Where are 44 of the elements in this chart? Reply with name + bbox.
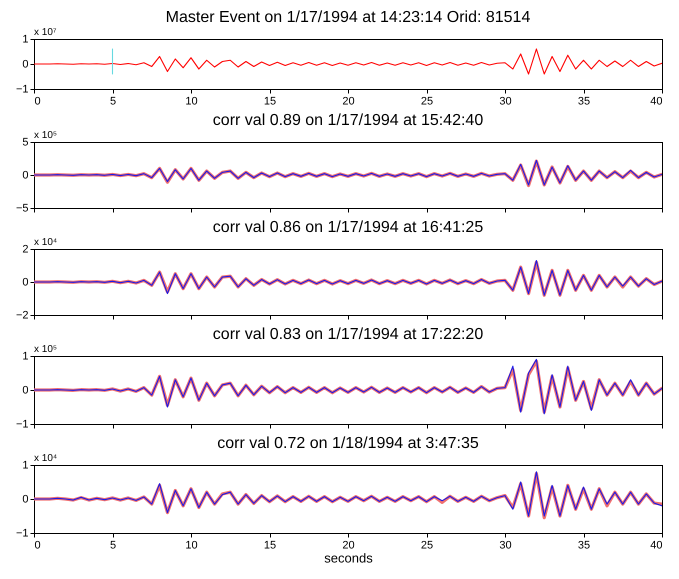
x-tick-label: 0 <box>34 540 41 552</box>
x-tick-label: 30 <box>499 96 512 108</box>
y-tick-label: −1 <box>16 528 28 540</box>
x-tick-label: 25 <box>420 540 434 552</box>
y-tick-label: 0 <box>22 494 28 506</box>
y-tick-label: 1 <box>22 350 28 362</box>
y-tick-label: 0 <box>22 276 28 288</box>
x-tick-label: 10 <box>185 540 198 552</box>
text: x 10⁵ <box>34 130 58 141</box>
x-tick-label: 5 <box>110 540 116 552</box>
x-tick-label: 15 <box>264 540 276 552</box>
y-tick-label: 1 <box>22 460 28 472</box>
x-tick-label: 15 <box>264 96 276 108</box>
x-tick-label: 40 <box>650 540 662 552</box>
y-tick-label: −5 <box>16 202 28 214</box>
y-tick-label: 0 <box>22 58 28 70</box>
y-tick-label: 0 <box>22 384 28 396</box>
chart-title: corr val 0.86 on 1/17/1994 at 16:41:25 <box>212 219 484 236</box>
y-tick-label: −1 <box>16 418 28 430</box>
y-tick-label: 1 <box>22 34 28 46</box>
x-tick-label: 35 <box>578 96 590 108</box>
text: x 10⁷ <box>34 27 57 38</box>
chart-title: corr val 0.83 on 1/17/1994 at 17:22:20 <box>212 326 484 343</box>
text: x 10⁴ <box>34 237 58 248</box>
x-tick-label: 20 <box>342 540 355 552</box>
chart-title: Master Event on 1/17/1994 at 14:23:14 Orid: 81514 <box>166 9 530 26</box>
x-tick-label: 35 <box>578 540 590 552</box>
x-tick-label: 20 <box>342 96 355 108</box>
text: x 10⁴ <box>34 453 58 464</box>
x-tick-label: 5 <box>110 96 116 108</box>
chart-title: corr val 0.72 on 1/18/1994 at 3:47:35 <box>217 435 479 452</box>
x-tick-label: 40 <box>650 96 662 108</box>
text: x 10⁵ <box>34 344 58 355</box>
y-tick-label: 5 <box>22 136 28 148</box>
y-tick-label: 2 <box>22 244 28 256</box>
x-tick-label: 30 <box>499 540 512 552</box>
x-tick-label: 25 <box>420 96 434 108</box>
chart-title: corr val 0.89 on 1/17/1994 at 15:42:40 <box>212 112 484 129</box>
x-tick-label: 10 <box>185 96 198 108</box>
x-axis-title: seconds <box>324 550 374 566</box>
y-tick-label: 0 <box>22 170 28 182</box>
y-tick-label: −2 <box>16 310 28 322</box>
x-tick-label: 0 <box>34 96 41 108</box>
y-tick-label: −1 <box>16 84 28 96</box>
